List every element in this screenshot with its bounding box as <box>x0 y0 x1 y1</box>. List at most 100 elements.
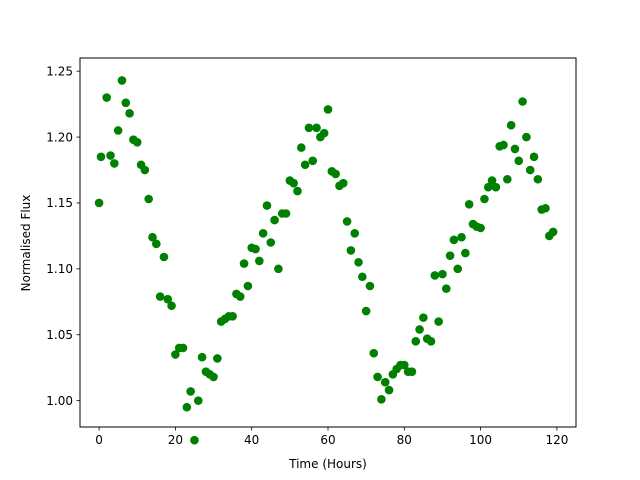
data-point <box>110 159 119 168</box>
data-point <box>235 292 245 301</box>
x-tick-label: 120 <box>545 433 568 447</box>
data-point <box>190 435 199 445</box>
data-point <box>163 294 173 304</box>
data-point <box>426 337 436 346</box>
data-point <box>541 203 550 213</box>
data-point <box>140 165 150 175</box>
data-point <box>369 348 379 358</box>
data-point <box>289 178 298 188</box>
data-point <box>266 238 276 247</box>
data-point <box>270 215 279 225</box>
data-point <box>445 251 455 260</box>
data-point <box>529 152 539 162</box>
data-point <box>319 128 329 138</box>
data-point <box>461 248 470 258</box>
data-point <box>548 227 558 237</box>
data-point <box>419 313 428 322</box>
data-point <box>331 169 340 179</box>
data-point <box>380 377 390 387</box>
y-tick-label: 1.20 <box>46 130 73 144</box>
data-point <box>113 126 123 135</box>
x-tick-label: 0 <box>95 433 103 447</box>
data-points <box>94 76 558 445</box>
x-axis-label: Time (Hours) <box>288 457 367 471</box>
x-tick-label: 40 <box>244 433 259 447</box>
data-point <box>411 337 421 346</box>
data-point <box>262 201 272 210</box>
data-point <box>430 271 440 280</box>
data-point <box>152 239 161 249</box>
data-point <box>94 198 104 208</box>
data-point <box>407 367 417 376</box>
data-point <box>377 395 386 404</box>
y-tick-label: 1.25 <box>46 64 73 78</box>
y-tick-label: 1.15 <box>46 196 73 210</box>
data-point <box>159 252 169 262</box>
data-point <box>373 372 382 382</box>
data-point <box>251 244 260 254</box>
data-point <box>167 301 176 311</box>
data-point <box>148 232 157 242</box>
data-point <box>358 272 367 282</box>
x-tick-label: 100 <box>469 433 492 447</box>
data-point <box>453 264 463 274</box>
data-point <box>491 182 501 192</box>
data-point <box>438 269 447 279</box>
data-point <box>525 165 535 175</box>
data-point <box>255 256 264 266</box>
y-tick-label: 1.10 <box>46 262 73 276</box>
data-point <box>346 246 356 255</box>
data-point <box>415 325 424 334</box>
data-point <box>365 281 375 291</box>
data-point <box>96 152 106 162</box>
data-point <box>300 160 310 170</box>
data-point <box>449 235 459 245</box>
data-point <box>106 151 115 160</box>
data-point <box>457 232 466 242</box>
data-point <box>178 343 188 353</box>
data-point <box>354 257 363 267</box>
data-point <box>400 360 409 370</box>
data-point <box>155 292 165 301</box>
x-axis-ticks: 0 20 40 60 80 100 120 <box>95 427 568 447</box>
data-point <box>533 174 543 184</box>
data-point <box>239 259 249 268</box>
data-point <box>499 140 508 150</box>
data-point <box>293 186 302 196</box>
data-point <box>258 228 268 238</box>
data-point <box>125 109 134 118</box>
data-point <box>312 123 321 133</box>
data-point <box>228 312 237 321</box>
data-point <box>209 372 218 382</box>
data-point <box>308 156 318 166</box>
data-point <box>510 144 520 154</box>
data-point <box>480 194 489 204</box>
data-point <box>117 76 127 85</box>
data-point <box>434 317 443 326</box>
data-point <box>102 93 112 102</box>
data-point <box>193 396 203 405</box>
data-point <box>522 132 531 142</box>
data-point <box>476 223 485 233</box>
x-tick-label: 80 <box>397 433 412 447</box>
data-point <box>464 199 474 209</box>
y-axis-ticks: 1.00 1.05 1.10 1.15 1.20 1.25 <box>46 64 80 408</box>
data-point <box>281 209 291 218</box>
data-point <box>171 350 180 359</box>
data-point <box>144 194 153 204</box>
data-point <box>342 217 352 226</box>
data-point <box>338 178 348 188</box>
y-tick-label: 1.00 <box>46 394 73 408</box>
data-point <box>121 98 131 108</box>
data-point <box>304 123 314 133</box>
y-tick-label: 1.05 <box>46 328 73 342</box>
data-point <box>441 284 451 293</box>
data-point <box>503 174 512 184</box>
data-point <box>243 281 253 291</box>
data-point <box>132 138 142 147</box>
data-point <box>323 105 333 114</box>
x-tick-label: 60 <box>320 433 335 447</box>
data-point <box>361 306 371 316</box>
